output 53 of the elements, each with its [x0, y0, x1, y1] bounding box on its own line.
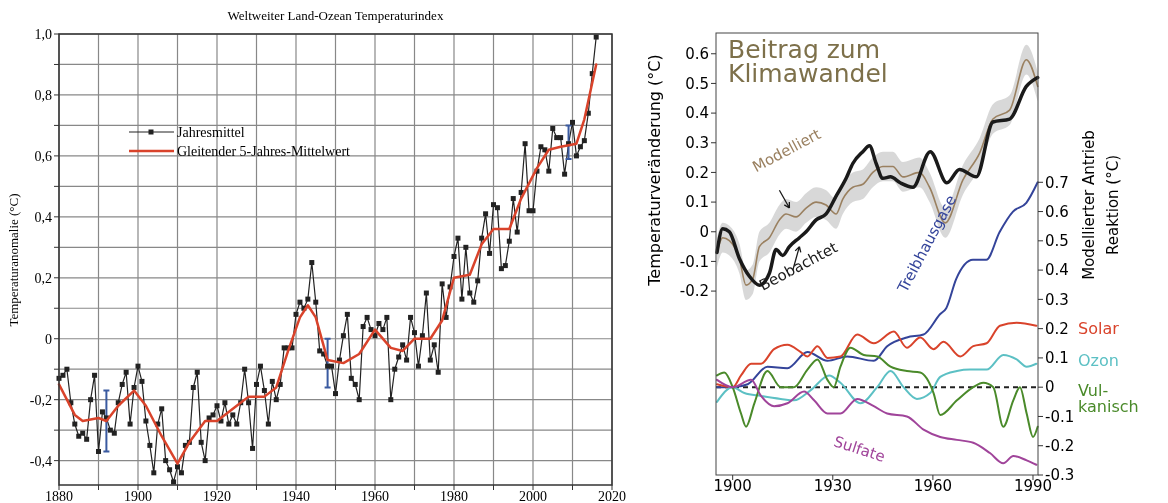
- y-axis-title: Temperaturanomalie (°C): [6, 193, 21, 327]
- y-tick-label: 0.2: [685, 163, 709, 182]
- x-tick-label: 1940: [282, 489, 310, 503]
- y-tick-label: 0: [45, 331, 52, 347]
- y-tick-label: 0.1: [685, 193, 709, 212]
- y2-axis-title: Modellierter Antrieb Reaktion (°C): [1080, 130, 1122, 280]
- line-series: [716, 346, 1039, 438]
- x-tick-label: 1930: [813, 477, 852, 495]
- y-tick-label: 0.4: [685, 104, 709, 123]
- y-tick-label: 1,0: [34, 26, 52, 42]
- y-tick-label: 0,6: [34, 148, 52, 164]
- y-tick-label: -0,2: [29, 392, 52, 408]
- x-tick-label: 2020: [598, 489, 626, 503]
- y-tick-label: 0,2: [34, 270, 52, 286]
- y-tick-label: -0,4: [29, 453, 52, 469]
- x-tick-label: 1980: [440, 489, 468, 503]
- y2-tick-label: 0.5: [1045, 232, 1069, 251]
- x-tick-label: 1900: [124, 489, 152, 503]
- line-series: [716, 181, 1039, 389]
- y2-tick-label: 0: [1045, 378, 1055, 397]
- text: Solar: [1078, 319, 1120, 339]
- x-tick-label: 1960: [913, 477, 952, 495]
- y-tick-label: 0.6: [685, 45, 709, 64]
- y-tick-label: -0.2: [679, 282, 709, 301]
- x-tick-label: 1900: [713, 477, 752, 495]
- y-tick-label: 0: [699, 223, 709, 241]
- text: Beitrag zum Klimawandel: [728, 35, 888, 88]
- text: Ozon: [1078, 351, 1119, 371]
- y2-tick-label: 0.4: [1045, 261, 1069, 280]
- chart-title: Weltweiter Land-Ozean Temperaturindex: [227, 8, 444, 23]
- x-tick-label: 1920: [203, 489, 231, 503]
- y-tick-label: 0.3: [685, 134, 709, 153]
- line-series: [716, 378, 1038, 466]
- y-tick-label: -0.1: [679, 252, 709, 271]
- legend-label: Gleitender 5-Jahres-Mittelwert: [177, 143, 351, 159]
- y2-tick-label: 0.7: [1045, 173, 1069, 192]
- y2-tick-label: -0.1: [1045, 407, 1075, 426]
- y2-tick-label: 0.2: [1045, 319, 1069, 338]
- y2-tick-label: 0.6: [1045, 202, 1069, 221]
- line-series: [716, 321, 1038, 389]
- y2-tick-label: 0.1: [1045, 349, 1069, 368]
- y-tick-label: 0,8: [34, 87, 52, 103]
- y-tick-label: 0.5: [685, 74, 709, 93]
- x-tick-label: 1960: [361, 489, 389, 503]
- y-tick-label: 0,4: [34, 209, 52, 225]
- y2-tick-label: -0.2: [1045, 436, 1075, 455]
- legend-label: Jahresmittel: [177, 124, 245, 140]
- x-tick-label: 2000: [519, 489, 547, 503]
- text: Vul-kanisch: [1078, 380, 1139, 416]
- x-tick-label: 1880: [45, 489, 73, 503]
- y2-tick-label: 0.3: [1045, 290, 1069, 309]
- line-series: [716, 353, 1038, 405]
- y-axis-title: Temperaturveränderung (°C): [645, 54, 664, 287]
